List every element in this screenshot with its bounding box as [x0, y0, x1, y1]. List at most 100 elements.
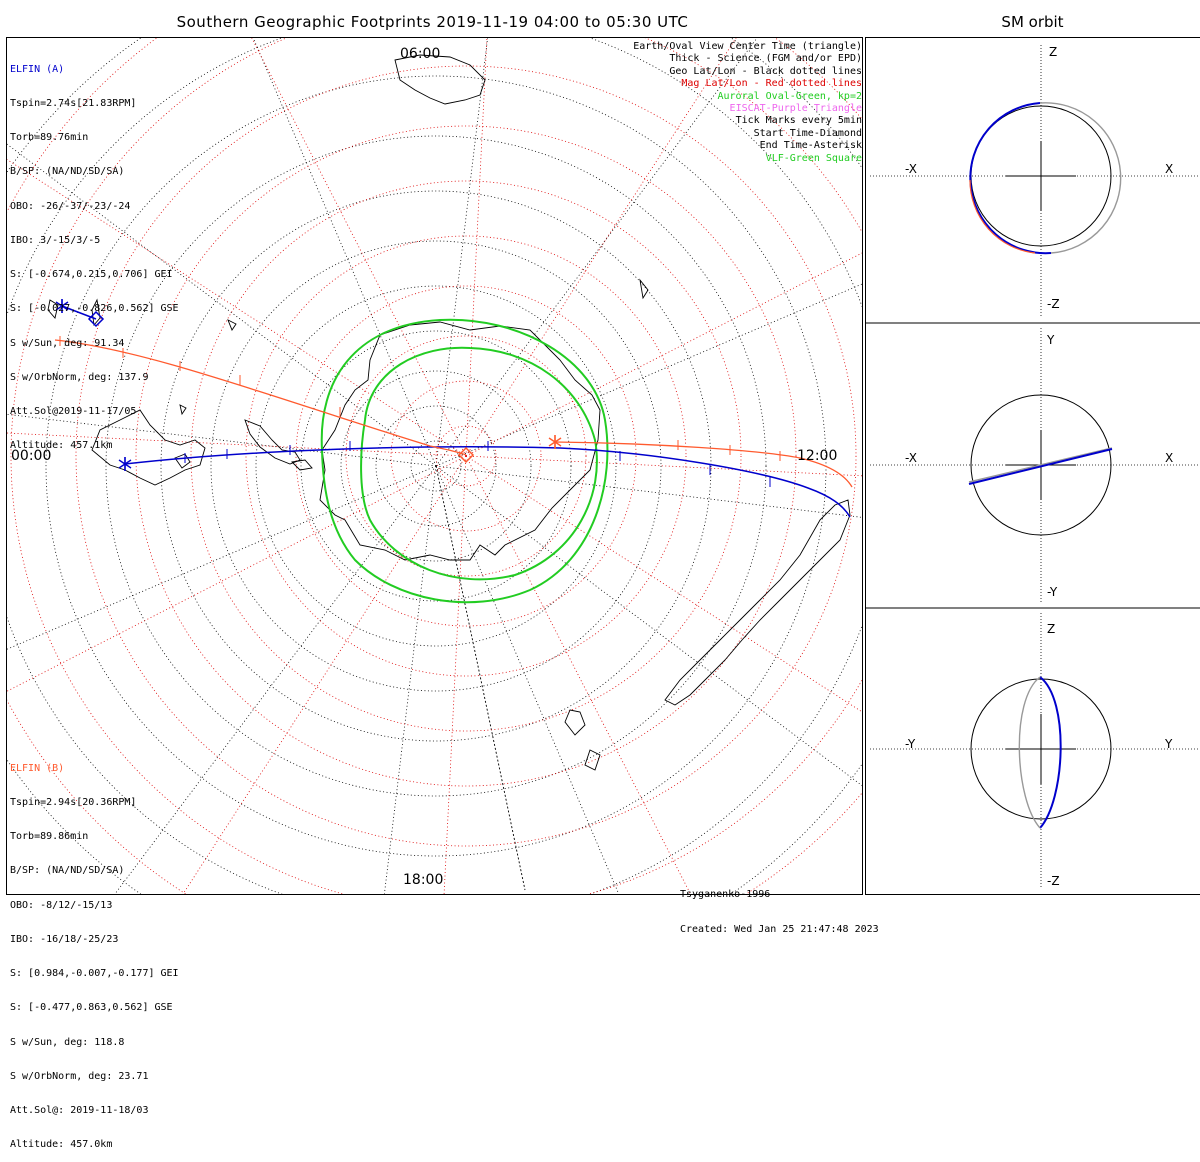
sm-axis-label-bottom: -Z — [1047, 297, 1060, 311]
mag-meridian — [7, 158, 467, 457]
coastline — [47, 299, 59, 319]
sm-axis-label-top: Z — [1047, 622, 1055, 636]
legend-entry: Geo Lat/Lon - Black dotted lines — [669, 65, 862, 77]
mag-latitude-circle — [390, 380, 542, 532]
geo-latitude-circle — [340, 370, 532, 562]
coastline — [394, 54, 486, 105]
elfin-b-line: S w/Sun, deg: 118.8 — [10, 1036, 125, 1048]
elfin-a-line: Att.Sol@2019-11-17/05 — [10, 406, 137, 417]
mag-meridian — [7, 455, 467, 692]
elfin-a-info: ELFIN (A) Tspin=2.74s[21.83RPM] Torb=89.… — [10, 41, 179, 463]
mag-latitude-circle — [190, 180, 742, 732]
elfin-a-line: S: [-0.027,-0.826,0.562] GSE — [10, 303, 179, 315]
geo-latitude-circle — [410, 440, 462, 492]
elfin-b-line: S: [0.984,-0.007,-0.177] GEI — [10, 968, 179, 980]
auroral-ovals — [320, 318, 609, 604]
geo-meridian — [435, 465, 862, 787]
geo-meridian — [252, 38, 437, 467]
elfin-b-line: S w/OrbNorm, deg: 23.71 — [10, 1070, 149, 1082]
geo-meridian — [383, 465, 437, 894]
earth-circle — [970, 394, 1112, 536]
elfin-a-orbit-xy — [968, 448, 1113, 485]
elfin-a-track — [124, 446, 851, 518]
elfin-b-start-diamond — [457, 446, 475, 464]
elfin-b-line: Att.Sol@: 2019-11-18/03 — [10, 1105, 149, 1116]
elfin-a-line: Torb=89.76min — [10, 132, 89, 144]
legend-entry: EISCAT-Purple Triangle — [729, 103, 862, 115]
mag-meridian — [7, 432, 467, 457]
elfin-b-line: S: [-0.477,0.863,0.562] GSE — [10, 1002, 173, 1014]
elfin-b-line: B/SP: (NA/ND/SD/SA) — [10, 865, 125, 877]
elfin-a-end-asterisk — [118, 457, 132, 471]
sm-axis-label-top: Y — [1046, 333, 1055, 347]
model-label: Tsyganenko-1996 — [680, 889, 771, 900]
legend-entry: Thick - Science (FGM and/or EPD) — [669, 53, 862, 65]
geo-meridian-long — [435, 465, 526, 891]
elfin-b-orbit-xy — [968, 447, 1113, 483]
coastline — [91, 298, 101, 327]
footprint-map-frame — [6, 37, 863, 895]
mag-latitude-circle — [345, 335, 587, 577]
coastline — [639, 278, 649, 300]
sm-axis-label-right: Y — [1164, 737, 1173, 751]
coastline — [179, 404, 187, 416]
elfin-a-end-asterisk-2 — [55, 299, 69, 313]
mag-latitude-circle — [135, 125, 797, 787]
mag-meridian — [465, 252, 862, 457]
coastline — [91, 409, 206, 486]
elfin-a-line: S w/OrbNorm, deg: 137.9 — [10, 371, 149, 383]
elfin-a-line: Tspin=2.74s[21.83RPM] — [10, 98, 137, 110]
coastline — [174, 453, 191, 469]
elfin-b-track — [54, 339, 467, 456]
geo-latitude-circle — [105, 135, 767, 797]
sm-panel: Z -Z -Y Y — [870, 613, 1198, 889]
sm-axis-label-bottom: -Y — [1047, 585, 1058, 599]
legend-entry: End Time-Asterisk — [759, 140, 862, 152]
geo-latitude-circle — [375, 405, 497, 527]
coastline — [564, 709, 586, 736]
main-title: Southern Geographic Footprints 2019-11-1… — [176, 13, 689, 31]
legend-entry: Mag Lat/Lon - Red dotted lines — [681, 78, 862, 90]
elfin-b-orbit-xz-segment — [969, 179, 1036, 254]
sm-axis-label-right: X — [1165, 451, 1173, 465]
legend: Earth/Oval View Center Time (triangle) Th… — [633, 41, 862, 165]
geo-meridian — [7, 143, 437, 467]
sm-axis-label-right: X — [1165, 162, 1173, 176]
mag-meridian — [443, 455, 467, 894]
geo-meridian — [7, 465, 437, 650]
footer: Tsyganenko-1996 Created: Wed Jan 25 21:4… — [680, 866, 879, 947]
sm-orbit-frame — [865, 37, 1200, 895]
elfin-a-orbit-yz — [1039, 676, 1062, 829]
mag-meridian — [251, 38, 467, 457]
legend-entry: Start Time-Diamond — [753, 127, 862, 139]
elfin-b-orbit-yz — [1018, 676, 1041, 829]
geo-latitude-circle — [160, 190, 712, 742]
sm-axis-label-top: Z — [1049, 45, 1057, 59]
sm-panel: Y -Y -X X — [870, 328, 1198, 603]
sm-orbit-panels: Z -Z -X X Y -Y -X X Z -Z -Y Y — [870, 45, 1198, 889]
mag-meridian — [465, 38, 737, 457]
elfin-b-orbit-xz — [1039, 102, 1122, 254]
mag-grid — [7, 38, 862, 894]
auroral-oval-outer — [320, 318, 609, 604]
geo-meridian — [435, 38, 758, 467]
elfin-b-line: OBO: -8/12/-15/13 — [10, 899, 113, 911]
mag-meridian — [465, 455, 862, 713]
geo-latitude-circle — [210, 240, 662, 692]
geo-meridian — [435, 465, 862, 518]
elfin-a-line: S: [-0.674,0.215,0.706] GEI — [10, 269, 173, 281]
footprint-map: 06:00 00:00 12:00 18:00 Z -Z -X X Y -Y -X X Z -Z -… — [7, 38, 1200, 894]
elfin-b-name: ELFIN (B) — [10, 762, 65, 774]
elfin-b-line: Altitude: 457.0km — [10, 1139, 113, 1151]
elfin-b-end-asterisk — [548, 435, 562, 449]
mag-meridian — [465, 455, 691, 894]
mlt-label-12: 12:00 — [797, 448, 837, 464]
sm-axis-label-bottom: -Z — [1047, 874, 1060, 888]
sm-axis-label-left: -Y — [905, 737, 916, 751]
sm-axis-label-left: -X — [905, 162, 917, 176]
mag-latitude-circle — [75, 65, 857, 847]
coastline — [227, 319, 237, 331]
elfin-a-line: OBO: -26/-37/-23/-24 — [10, 200, 131, 212]
legend-entry: Earth/Oval View Center Time (triangle) — [633, 41, 862, 52]
coastline — [244, 419, 301, 465]
